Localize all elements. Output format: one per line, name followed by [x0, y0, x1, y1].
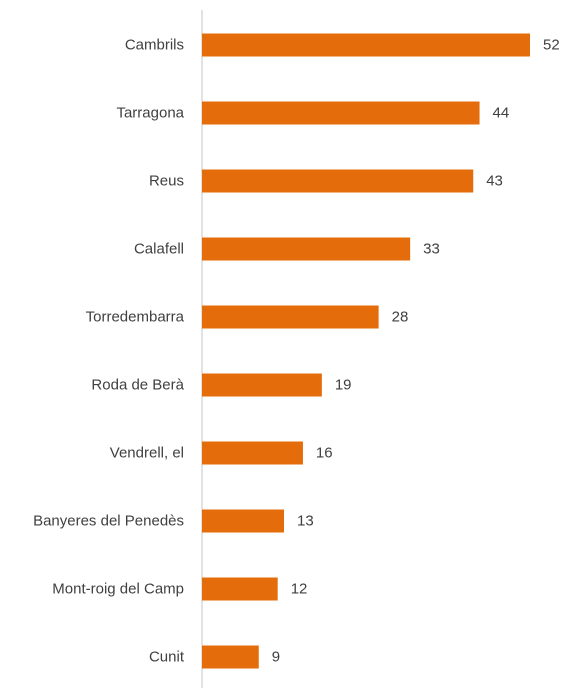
category-label: Torredembarra: [86, 309, 185, 326]
value-label: 52: [543, 37, 560, 54]
value-label: 12: [291, 581, 308, 598]
category-label: Roda de Berà: [91, 377, 184, 394]
bar: [202, 373, 322, 397]
category-label: Vendrell, el: [110, 445, 184, 462]
category-label: Reus: [149, 173, 184, 190]
bar: [202, 169, 474, 193]
value-label: 28: [392, 309, 409, 326]
category-labels-group: Cambrils Tarragona Reus Calafell Torredembar…: [33, 37, 185, 666]
bars-group: [202, 33, 530, 669]
value-label: 9: [272, 649, 280, 666]
value-label: 33: [423, 241, 440, 258]
category-label: Mont-roig del Camp: [52, 581, 184, 598]
bar: [202, 101, 480, 125]
value-label: 43: [486, 173, 503, 190]
bar: [202, 645, 259, 669]
value-labels-group: 52 44 43 33 28 19 16 13 12 9: [272, 37, 560, 666]
value-label: 44: [493, 105, 510, 122]
category-label: Cambrils: [125, 37, 184, 54]
bar: [202, 441, 303, 465]
bar: [202, 305, 379, 329]
bar: [202, 577, 278, 601]
bar: [202, 237, 411, 261]
bar: [202, 509, 284, 533]
category-label: Banyeres del Penedès: [33, 513, 184, 530]
bar: [202, 33, 530, 57]
value-label: 13: [297, 513, 314, 530]
value-label: 19: [335, 377, 352, 394]
category-label: Tarragona: [116, 105, 184, 122]
category-label: Cunit: [149, 649, 185, 666]
category-label: Calafell: [134, 241, 184, 258]
value-label: 16: [316, 445, 333, 462]
